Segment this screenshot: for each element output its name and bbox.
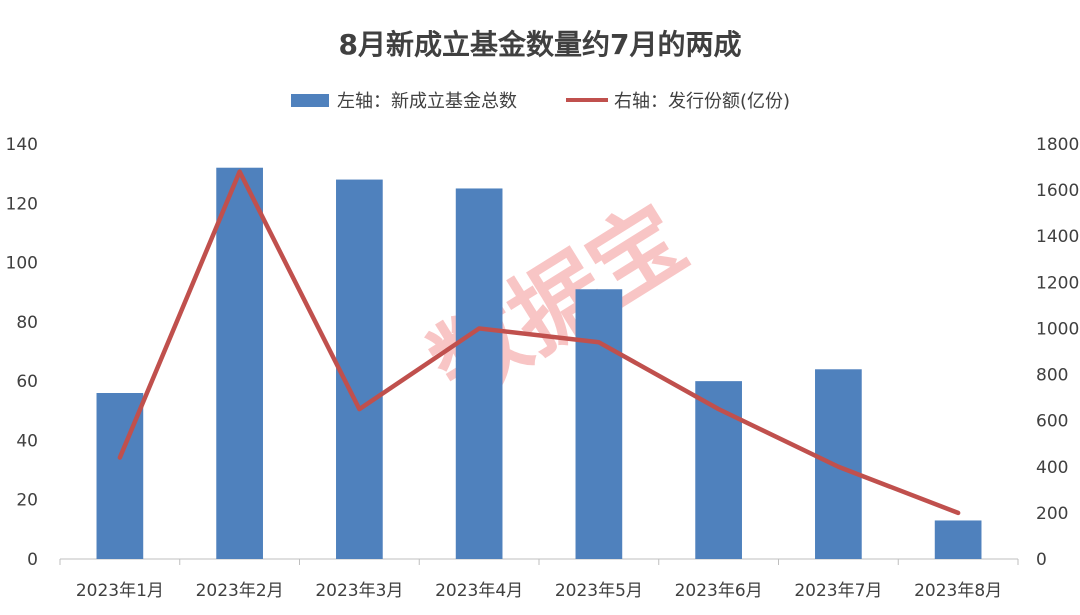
y-left-tick-label: 140 xyxy=(6,135,38,155)
y-left-tick-label: 120 xyxy=(6,194,38,214)
y-right-tick-label: 0 xyxy=(1036,550,1047,570)
y-right-tick-label: 1000 xyxy=(1036,319,1079,339)
bar xyxy=(455,188,503,559)
bar xyxy=(216,167,263,559)
y-right-tick-label: 600 xyxy=(1036,412,1068,432)
bar xyxy=(336,179,383,560)
line-series xyxy=(117,169,961,516)
y-right-tick-label: 400 xyxy=(1036,458,1068,478)
x-tick-label: 2023年8月 xyxy=(914,581,1002,601)
x-tick-label: 2023年2月 xyxy=(196,581,284,601)
y-right-tick-label: 1400 xyxy=(1036,227,1079,247)
legend-bar-swatch xyxy=(291,94,329,107)
x-tick-label: 2023年4月 xyxy=(435,581,523,601)
y-right-tick-label: 800 xyxy=(1036,366,1068,386)
y-left-tick-label: 20 xyxy=(16,491,38,511)
y-right-tick-label: 1600 xyxy=(1036,181,1079,201)
series-line xyxy=(117,169,961,516)
chart-title: 8月新成立基金数量约7月的两成 xyxy=(339,28,742,61)
x-tick-label: 2023年1月 xyxy=(76,581,164,601)
y-left-tick-label: 60 xyxy=(16,372,38,392)
bar xyxy=(575,289,623,559)
legend-bar-label: 左轴：新成立基金总数 xyxy=(337,91,517,112)
bar xyxy=(934,520,982,559)
y-left-tick-label: 100 xyxy=(6,254,38,274)
bar-series xyxy=(96,167,982,560)
legend: 左轴：新成立基金总数 右轴：发行份额(亿份) xyxy=(291,91,790,112)
x-tick-label: 2023年6月 xyxy=(675,581,763,601)
y-left-tick-label: 40 xyxy=(16,431,38,451)
x-tick-label: 2023年5月 xyxy=(555,581,643,601)
y-left-tick-label: 80 xyxy=(16,313,38,333)
y-left-tick-label: 0 xyxy=(27,550,38,570)
y-right-tick-label: 1800 xyxy=(1036,135,1079,155)
y-right-tick-label: 200 xyxy=(1036,504,1068,524)
x-tick-label: 2023年7月 xyxy=(794,581,882,601)
axes: 0204060801001201400200400600800100012001… xyxy=(6,135,1080,601)
y-right-tick-label: 1200 xyxy=(1036,273,1079,293)
x-tick-label: 2023年3月 xyxy=(315,581,403,601)
bar xyxy=(815,369,862,559)
legend-line-label: 右轴：发行份额(亿份) xyxy=(614,91,790,112)
